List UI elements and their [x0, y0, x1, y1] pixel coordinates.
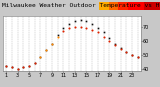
Text: Milwaukee Weather Outdoor Temperature vs Heat Index (24 Hours): Milwaukee Weather Outdoor Temperature vs…	[2, 3, 160, 8]
